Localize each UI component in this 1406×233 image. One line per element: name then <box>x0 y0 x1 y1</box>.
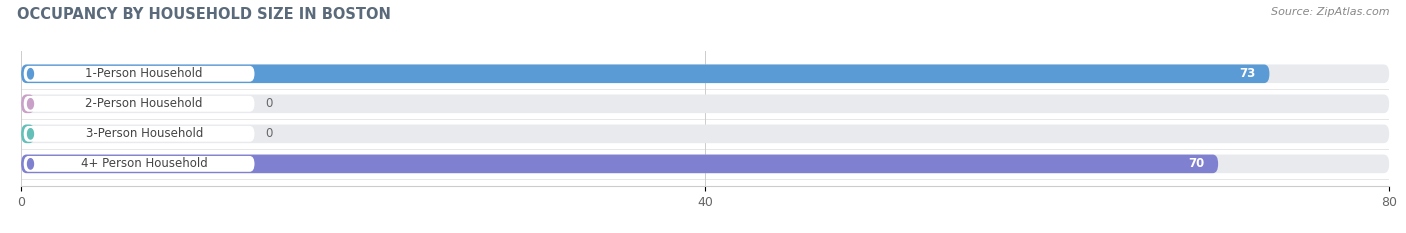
Text: 0: 0 <box>266 127 273 140</box>
FancyBboxPatch shape <box>24 96 254 112</box>
FancyBboxPatch shape <box>21 154 1389 173</box>
FancyBboxPatch shape <box>21 124 35 143</box>
Text: 4+ Person Household: 4+ Person Household <box>80 157 208 170</box>
Text: 0: 0 <box>266 97 273 110</box>
Text: 73: 73 <box>1240 67 1256 80</box>
Text: 1-Person Household: 1-Person Household <box>86 67 202 80</box>
FancyBboxPatch shape <box>24 156 254 172</box>
FancyBboxPatch shape <box>21 154 1218 173</box>
Circle shape <box>28 99 34 109</box>
Text: Source: ZipAtlas.com: Source: ZipAtlas.com <box>1271 7 1389 17</box>
FancyBboxPatch shape <box>21 65 1270 83</box>
FancyBboxPatch shape <box>24 126 254 142</box>
FancyBboxPatch shape <box>24 66 254 82</box>
Text: OCCUPANCY BY HOUSEHOLD SIZE IN BOSTON: OCCUPANCY BY HOUSEHOLD SIZE IN BOSTON <box>17 7 391 22</box>
FancyBboxPatch shape <box>21 124 1389 143</box>
FancyBboxPatch shape <box>21 95 1389 113</box>
Circle shape <box>28 159 34 169</box>
Circle shape <box>28 69 34 79</box>
FancyBboxPatch shape <box>21 65 1389 83</box>
Text: 3-Person Household: 3-Person Household <box>86 127 202 140</box>
FancyBboxPatch shape <box>21 95 35 113</box>
Text: 2-Person Household: 2-Person Household <box>86 97 202 110</box>
Text: 70: 70 <box>1188 157 1205 170</box>
Circle shape <box>28 129 34 139</box>
